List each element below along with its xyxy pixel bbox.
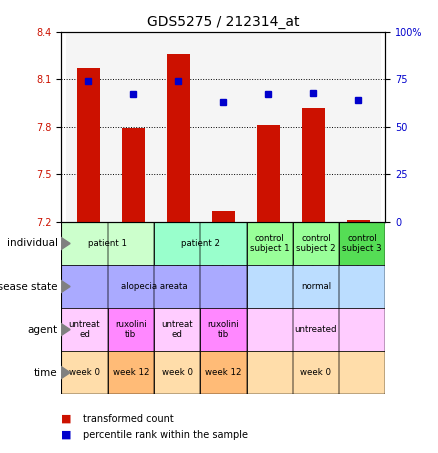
Bar [154, 351, 200, 394]
Bar [61, 222, 154, 265]
Bar [167, 54, 190, 222]
Text: week 0: week 0 [69, 368, 100, 377]
Bar [246, 32, 291, 222]
Bar [257, 125, 279, 222]
Bar [154, 308, 200, 351]
Text: disease state: disease state [0, 281, 58, 292]
Text: individual: individual [7, 238, 58, 249]
Text: control
subject 2: control subject 2 [296, 234, 336, 253]
Text: ■: ■ [61, 414, 72, 424]
Text: week 12: week 12 [113, 368, 149, 377]
Polygon shape [59, 322, 70, 337]
Bar [339, 222, 385, 394]
Bar [247, 265, 385, 308]
Bar [111, 32, 156, 222]
Text: week 0: week 0 [162, 368, 193, 377]
Text: ruxolini
tib: ruxolini tib [208, 320, 239, 339]
Bar [293, 222, 339, 394]
Text: patient 1: patient 1 [88, 239, 127, 248]
Text: week 12: week 12 [205, 368, 242, 377]
Bar [201, 32, 246, 222]
Bar [336, 32, 381, 222]
Bar [247, 222, 293, 394]
Bar [200, 308, 247, 351]
Bar [293, 222, 339, 265]
Polygon shape [59, 365, 70, 381]
Polygon shape [59, 236, 70, 251]
Text: ■: ■ [61, 430, 72, 440]
Bar [302, 108, 325, 222]
Bar [108, 222, 154, 394]
Bar [200, 222, 247, 394]
Bar [122, 129, 145, 222]
Bar [77, 68, 99, 222]
Bar [61, 351, 108, 394]
Bar [61, 265, 247, 308]
Text: percentile rank within the sample: percentile rank within the sample [83, 430, 248, 440]
Text: normal: normal [301, 282, 331, 291]
Text: week 0: week 0 [300, 368, 332, 377]
Bar [212, 211, 235, 222]
Bar [347, 221, 370, 222]
Text: ruxolini
tib: ruxolini tib [115, 320, 147, 339]
Bar [66, 32, 111, 222]
Bar [61, 222, 108, 394]
Bar [339, 222, 385, 265]
Bar [108, 308, 154, 351]
Text: untreated: untreated [295, 325, 337, 334]
Bar [154, 222, 200, 394]
Text: transformed count: transformed count [83, 414, 174, 424]
Text: alopecia areata: alopecia areata [120, 282, 187, 291]
Text: time: time [34, 367, 58, 378]
Bar [200, 351, 247, 394]
Text: agent: agent [28, 324, 58, 335]
Bar [247, 351, 385, 394]
Bar [291, 32, 336, 222]
Text: untreat
ed: untreat ed [161, 320, 193, 339]
Bar [154, 222, 247, 265]
Title: GDS5275 / 212314_at: GDS5275 / 212314_at [147, 15, 300, 29]
Bar [247, 308, 385, 351]
Text: control
subject 1: control subject 1 [250, 234, 290, 253]
Bar [108, 351, 154, 394]
Polygon shape [59, 279, 70, 294]
Bar [61, 308, 108, 351]
Text: control
subject 3: control subject 3 [343, 234, 382, 253]
Text: patient 2: patient 2 [181, 239, 220, 248]
Text: untreat
ed: untreat ed [69, 320, 100, 339]
Bar [156, 32, 201, 222]
Bar [247, 222, 293, 265]
